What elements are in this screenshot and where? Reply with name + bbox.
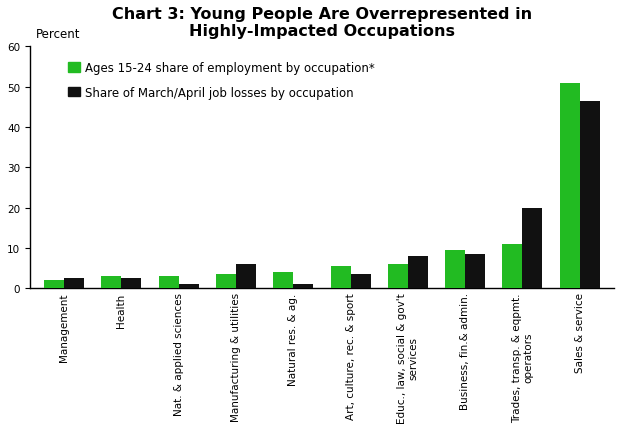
- Bar: [273, 272, 293, 289]
- Bar: [579, 101, 600, 289]
- Bar: [236, 264, 256, 289]
- Bar: [522, 208, 543, 289]
- Bar: [560, 83, 579, 289]
- Bar: [330, 266, 351, 289]
- Bar: [179, 285, 199, 289]
- Bar: [388, 264, 408, 289]
- Bar: [159, 276, 179, 289]
- Bar: [502, 244, 522, 289]
- Legend: Ages 15-24 share of employment by occupation*, Share of March/April job losses b: Ages 15-24 share of employment by occupa…: [65, 58, 378, 103]
- Bar: [216, 274, 236, 289]
- Bar: [293, 285, 314, 289]
- Bar: [122, 278, 142, 289]
- Bar: [465, 254, 485, 289]
- Bar: [64, 278, 84, 289]
- Text: Percent: Percent: [35, 28, 80, 41]
- Bar: [101, 276, 122, 289]
- Bar: [408, 256, 428, 289]
- Bar: [44, 280, 64, 289]
- Bar: [445, 250, 465, 289]
- Title: Chart 3: Young People Are Overrepresented in
Highly-Impacted Occupations: Chart 3: Young People Are Overrepresente…: [112, 7, 532, 39]
- Bar: [351, 274, 371, 289]
